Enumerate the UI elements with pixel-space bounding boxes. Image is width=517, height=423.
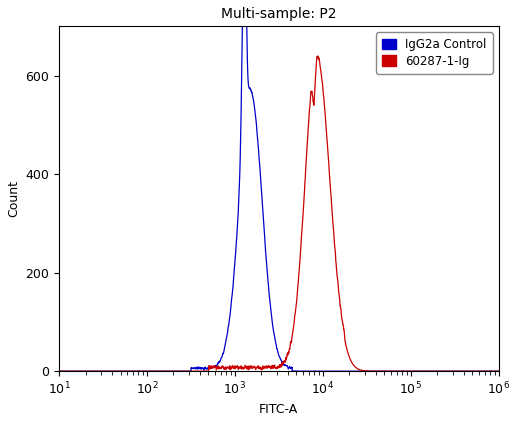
IgG2a Control xyxy=(136,368,142,374)
Title: Multi-sample: P2: Multi-sample: P2 xyxy=(221,7,337,21)
X-axis label: FITC-A: FITC-A xyxy=(259,403,298,416)
Legend: IgG2a Control, 60287-1-Ig: IgG2a Control, 60287-1-Ig xyxy=(376,32,493,74)
60287-1-Ig xyxy=(136,368,142,374)
60287-1-Ig xyxy=(384,368,390,374)
60287-1-Ig xyxy=(224,365,230,370)
IgG2a Control xyxy=(342,368,348,374)
IgG2a Control xyxy=(56,368,62,374)
60287-1-Ig xyxy=(495,368,501,374)
IgG2a Control xyxy=(417,368,423,374)
IgG2a Control xyxy=(320,368,326,374)
Line: 60287-1-Ig: 60287-1-Ig xyxy=(59,56,498,371)
60287-1-Ig xyxy=(315,54,321,59)
60287-1-Ig xyxy=(342,338,348,343)
60287-1-Ig xyxy=(56,368,62,374)
60287-1-Ig xyxy=(417,368,423,374)
Y-axis label: Count: Count xyxy=(7,180,20,217)
IgG2a Control xyxy=(384,368,390,374)
IgG2a Control xyxy=(495,368,501,374)
60287-1-Ig xyxy=(320,85,326,90)
IgG2a Control xyxy=(224,333,230,338)
Line: IgG2a Control: IgG2a Control xyxy=(59,0,498,371)
